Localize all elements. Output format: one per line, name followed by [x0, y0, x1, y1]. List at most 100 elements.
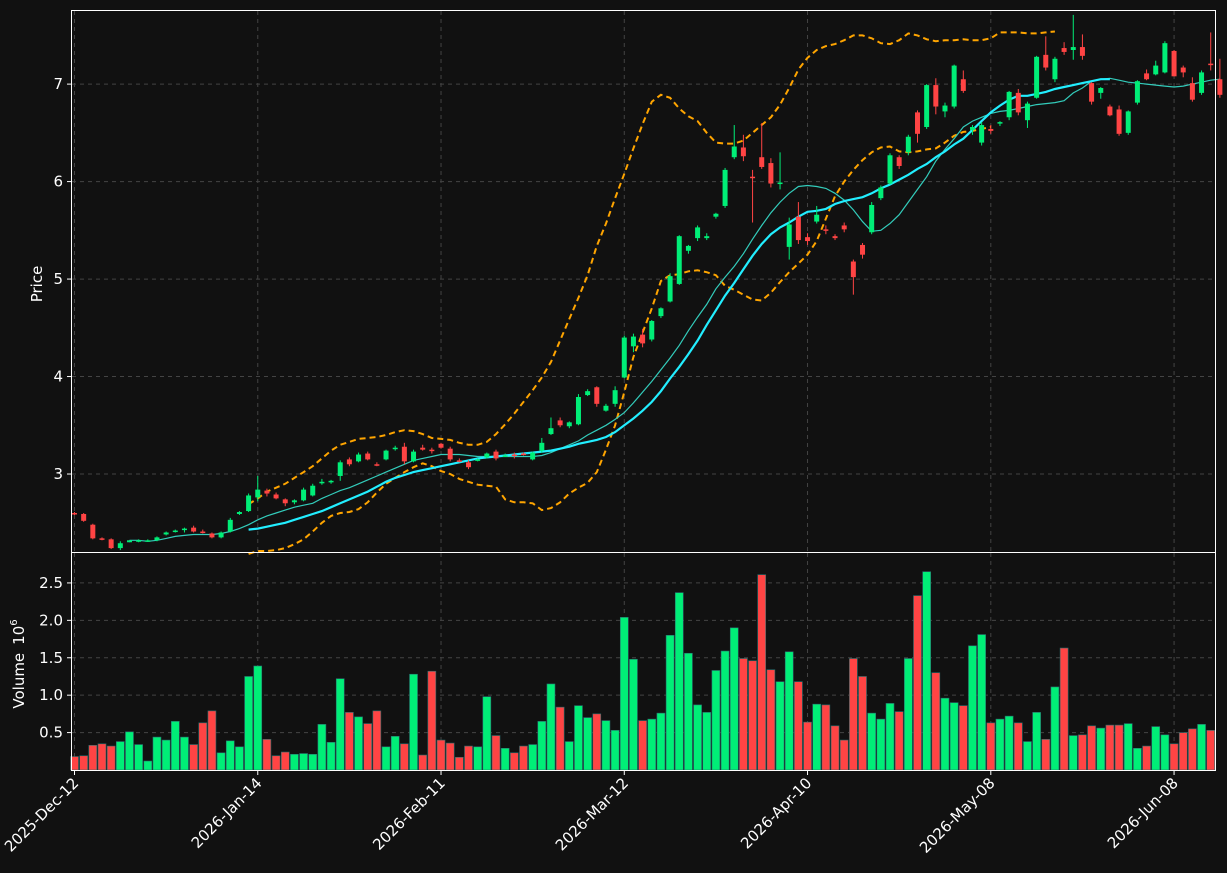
volume-bar: [482, 696, 492, 771]
volume-bar: [931, 672, 941, 771]
volume-tick-label: 0.5: [39, 724, 63, 742]
volume-bar: [161, 739, 171, 771]
candle-body: [383, 450, 389, 460]
candle-body: [530, 452, 536, 460]
candle-body: [924, 85, 930, 127]
volume-bar: [812, 703, 822, 771]
price-panel: 3 4 5 6 7 Price: [28, 11, 1223, 555]
volume-bar: [125, 731, 134, 771]
candle-body: [392, 447, 398, 450]
volume-bar: [1004, 715, 1014, 771]
candle-body: [126, 540, 132, 543]
candle-body: [145, 540, 151, 542]
volume-bar: [894, 711, 904, 771]
candle-body: [1116, 109, 1122, 134]
volume-bar: [436, 739, 446, 771]
candle-body: [447, 448, 453, 460]
price-tick-label: 5: [53, 270, 63, 288]
candle-body: [685, 245, 691, 251]
volume-bar: [656, 712, 666, 771]
volume-bar: [1013, 722, 1023, 771]
candle-body: [621, 337, 627, 378]
candle-body: [99, 538, 105, 540]
candle-body: [539, 442, 545, 451]
candles: [72, 14, 1223, 551]
candle-body: [484, 453, 490, 458]
volume-bar: [949, 702, 959, 771]
candle-body: [511, 454, 517, 457]
candle-body: [374, 464, 380, 466]
volume-bar: [455, 756, 464, 771]
volume-bar: [500, 747, 510, 771]
price-tick-label: 4: [53, 368, 63, 386]
candle-body: [1043, 54, 1049, 68]
volume-bar: [619, 617, 629, 771]
volume-bar: [766, 669, 776, 771]
price-tick-label: 3: [53, 465, 63, 483]
volume-bar: [1105, 724, 1115, 771]
candle-body: [649, 320, 655, 340]
volume-bar: [262, 739, 272, 771]
volume-bar: [381, 746, 391, 771]
volume-bar: [400, 743, 409, 771]
candle-body: [337, 462, 343, 476]
candle-body: [1024, 103, 1030, 121]
candle-body: [493, 451, 499, 459]
volume-bar: [299, 753, 308, 771]
candle-body: [640, 334, 646, 344]
candle-body: [365, 453, 371, 460]
volume-bar: [794, 681, 803, 771]
volume-bar: [638, 720, 647, 771]
volume-bar: [326, 742, 336, 771]
volume-bar: [986, 722, 996, 771]
volume-bar: [1197, 724, 1206, 771]
volume-bar: [757, 574, 767, 771]
volume-bar: [720, 650, 730, 771]
volume-bar: [372, 710, 382, 771]
candle-body: [246, 495, 252, 512]
candle-body: [750, 176, 756, 179]
volume-bar: [601, 720, 611, 771]
candle-body: [346, 459, 352, 465]
candle-body: [979, 125, 985, 143]
candle-body: [310, 485, 316, 496]
candle-body: [1217, 79, 1223, 95]
volume-bar: [198, 722, 208, 771]
candle-body: [282, 499, 288, 504]
volume-bar: [1169, 743, 1179, 771]
volume-bar: [216, 752, 226, 771]
sma-slow-line: [248, 78, 1110, 531]
volume-tick-label: 1.0: [39, 686, 63, 704]
candle-body: [356, 454, 362, 462]
candle-body: [200, 531, 206, 534]
volume-bar: [134, 744, 143, 771]
volume-bar: [189, 744, 198, 771]
volume-bar: [317, 724, 327, 771]
sma-fast-line: [129, 77, 1220, 542]
volume-bar: [610, 730, 620, 771]
volume-bar: [335, 678, 345, 771]
candle-body: [255, 489, 261, 498]
candle-body: [786, 224, 792, 247]
volume-bar: [519, 745, 528, 771]
candle-body: [667, 276, 673, 302]
volume-bar: [830, 725, 840, 771]
volume-bar: [1133, 747, 1142, 771]
volume-bar: [88, 745, 98, 771]
candle-body: [869, 204, 875, 233]
volume-bar: [308, 753, 318, 771]
volume-bar: [1023, 741, 1032, 771]
candle-body: [1144, 73, 1150, 80]
bollinger-lower-line: [248, 126, 992, 555]
volume-bar: [445, 742, 455, 771]
candle-body: [823, 229, 829, 231]
volume-bar: [180, 736, 189, 771]
candle-body: [1134, 81, 1140, 103]
volume-y-axis-label: Volume106: [9, 619, 28, 708]
candle-body: [1079, 47, 1085, 56]
volume-bar: [922, 571, 931, 771]
volume-bar: [427, 670, 437, 771]
candle-body: [502, 455, 508, 457]
candle-body: [768, 163, 774, 184]
candle-body: [1153, 65, 1159, 75]
